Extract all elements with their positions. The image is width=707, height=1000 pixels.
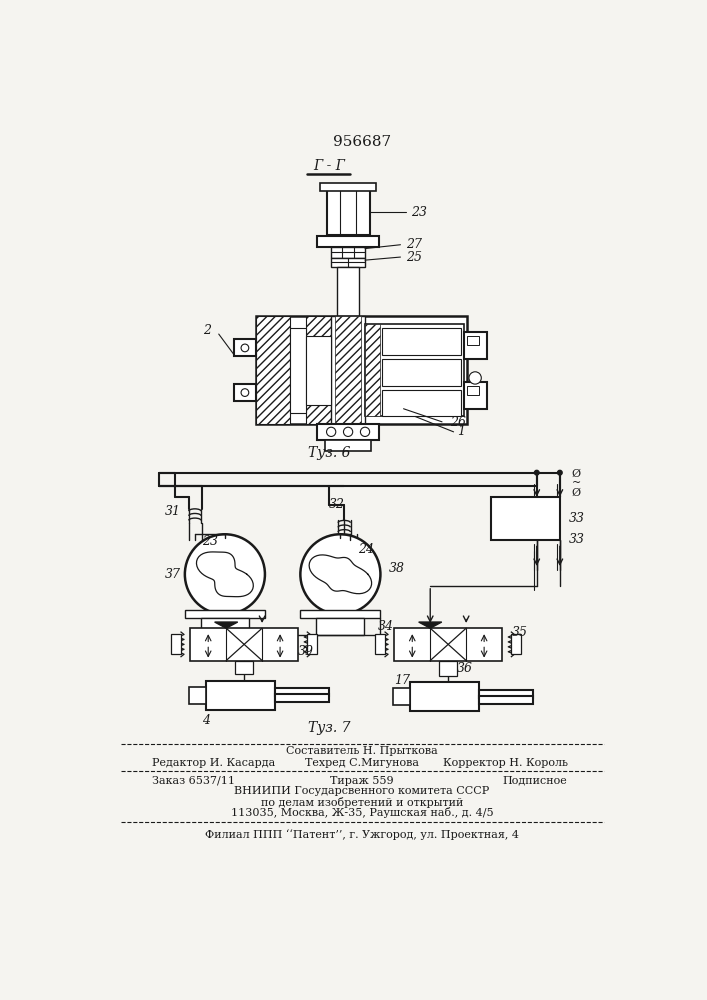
- Bar: [275, 694, 329, 702]
- Text: ~: ~: [571, 478, 580, 488]
- Bar: [316, 618, 364, 635]
- Text: Заказ 6537/11: Заказ 6537/11: [152, 776, 235, 786]
- Bar: [275, 688, 329, 696]
- Text: Ø: Ø: [571, 488, 580, 498]
- Bar: [317, 424, 379, 440]
- Text: Τуз. 6: Τуз. 6: [308, 446, 350, 460]
- Text: ВНИИПИ Государсвенного комитета СССР: ВНИИПИ Государсвенного комитета СССР: [234, 786, 489, 796]
- Bar: [337, 267, 359, 316]
- Bar: [467, 336, 479, 345]
- Bar: [234, 339, 256, 356]
- Bar: [189, 687, 206, 704]
- Bar: [185, 610, 265, 618]
- Bar: [382, 328, 461, 355]
- Text: 37: 37: [165, 568, 181, 581]
- Text: 33: 33: [569, 533, 585, 546]
- Polygon shape: [215, 622, 238, 628]
- Text: Техред С.Мигунова: Техред С.Мигунова: [305, 758, 419, 768]
- Bar: [234, 384, 256, 401]
- Text: Тираж 559: Тираж 559: [330, 776, 394, 786]
- Bar: [300, 610, 380, 618]
- Text: Г - Г: Г - Г: [312, 159, 345, 173]
- Text: 36: 36: [457, 662, 473, 675]
- Circle shape: [361, 427, 370, 436]
- Bar: [201, 618, 249, 635]
- Bar: [235, 661, 253, 674]
- Text: 32: 32: [329, 498, 345, 512]
- Text: Ø: Ø: [571, 469, 580, 479]
- Bar: [305, 316, 337, 424]
- Text: 4: 4: [202, 714, 210, 727]
- Text: по делам изобретений и открытий: по делам изобретений и открытий: [261, 797, 463, 808]
- Bar: [409, 682, 479, 711]
- Bar: [190, 628, 298, 661]
- Bar: [317, 235, 379, 247]
- Bar: [464, 332, 486, 359]
- Bar: [464, 382, 486, 409]
- Text: 956687: 956687: [333, 135, 391, 149]
- Text: Филиал ППП ‘‘Патент’’, г. Ужгород, ул. Проектная, 4: Филиал ППП ‘‘Патент’’, г. Ужгород, ул. П…: [205, 829, 519, 840]
- Bar: [331, 258, 365, 267]
- Bar: [365, 324, 464, 416]
- Circle shape: [300, 534, 380, 614]
- Text: 23: 23: [411, 206, 427, 219]
- Bar: [256, 316, 467, 424]
- Text: Составитель Н. Прыткова: Составитель Н. Прыткова: [286, 746, 438, 756]
- Text: 2: 2: [203, 324, 211, 337]
- Bar: [393, 688, 409, 705]
- Text: 25: 25: [406, 251, 422, 264]
- Bar: [439, 661, 457, 676]
- Text: Подписное: Подписное: [503, 776, 568, 786]
- Bar: [382, 389, 461, 416]
- Text: 113035, Москва, Ж-35, Раушская наб., д. 4/5: 113035, Москва, Ж-35, Раушская наб., д. …: [230, 808, 493, 818]
- Circle shape: [469, 372, 481, 384]
- Bar: [365, 324, 380, 416]
- Polygon shape: [419, 622, 442, 628]
- Text: 33: 33: [569, 512, 585, 525]
- Text: 39: 39: [298, 645, 314, 658]
- Text: 38: 38: [389, 562, 405, 575]
- Circle shape: [344, 427, 353, 436]
- Bar: [395, 628, 502, 661]
- Bar: [467, 386, 479, 395]
- Text: 35: 35: [512, 626, 528, 639]
- Text: 24: 24: [358, 543, 374, 556]
- Circle shape: [185, 534, 265, 614]
- Bar: [171, 634, 181, 654]
- Bar: [206, 681, 275, 710]
- Bar: [291, 328, 305, 413]
- Circle shape: [534, 470, 539, 475]
- Text: 26: 26: [450, 416, 466, 429]
- Text: Корректор Н. Король: Корректор Н. Король: [443, 758, 568, 768]
- Text: 17: 17: [394, 674, 409, 687]
- Circle shape: [241, 344, 249, 352]
- Bar: [305, 336, 331, 405]
- Bar: [308, 634, 317, 654]
- Text: 27: 27: [406, 238, 422, 251]
- Text: 1: 1: [457, 425, 465, 438]
- Bar: [375, 634, 385, 654]
- Text: Редактор И. Касарда: Редактор И. Касарда: [152, 758, 275, 768]
- Text: 31: 31: [165, 505, 181, 518]
- Bar: [491, 497, 560, 540]
- Circle shape: [241, 389, 249, 396]
- Bar: [331, 247, 365, 258]
- Bar: [479, 696, 533, 704]
- Bar: [479, 690, 533, 698]
- Text: Τуз. 7: Τуз. 7: [308, 721, 350, 735]
- Bar: [511, 634, 521, 654]
- Text: 34: 34: [378, 620, 395, 633]
- Text: 23: 23: [201, 535, 218, 548]
- Bar: [256, 316, 291, 424]
- Bar: [320, 183, 376, 191]
- Bar: [335, 316, 361, 424]
- Circle shape: [327, 427, 336, 436]
- Circle shape: [558, 470, 562, 475]
- Bar: [382, 359, 461, 386]
- Bar: [331, 316, 365, 424]
- Bar: [325, 440, 371, 451]
- Bar: [327, 189, 370, 235]
